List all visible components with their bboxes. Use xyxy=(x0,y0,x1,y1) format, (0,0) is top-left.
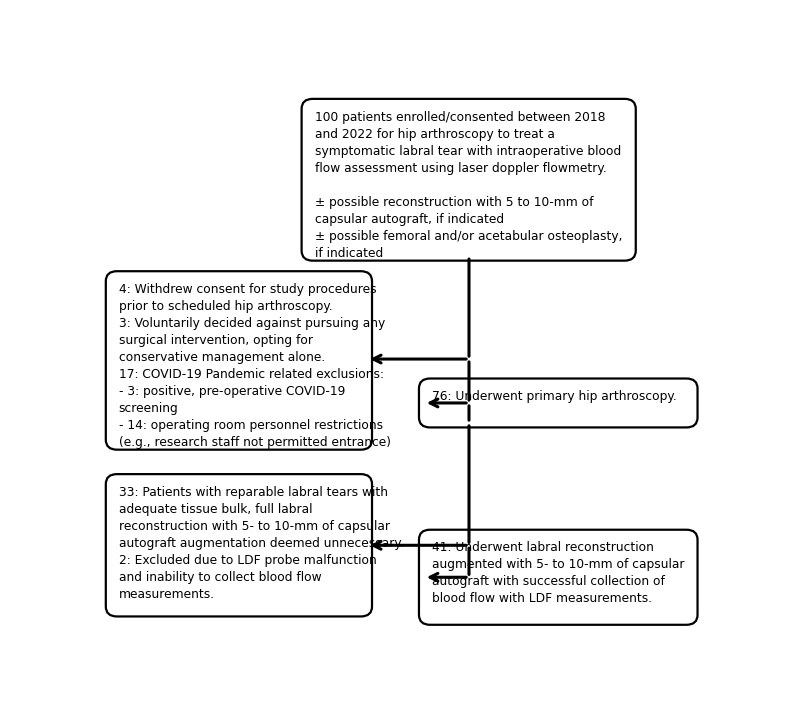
FancyBboxPatch shape xyxy=(419,378,697,427)
Text: 4: Withdrew consent for study procedures
prior to scheduled hip arthroscopy.
3: : 4: Withdrew consent for study procedures… xyxy=(119,283,391,449)
FancyBboxPatch shape xyxy=(106,271,372,450)
Text: 100 patients enrolled/consented between 2018
and 2022 for hip arthroscopy to tre: 100 patients enrolled/consented between … xyxy=(315,110,622,259)
FancyBboxPatch shape xyxy=(419,530,697,625)
Text: 33: Patients with reparable labral tears with
adequate tissue bulk, full labral
: 33: Patients with reparable labral tears… xyxy=(119,486,403,601)
Text: 76: Underwent primary hip arthroscopy.: 76: Underwent primary hip arthroscopy. xyxy=(432,390,677,403)
Text: 41: Underwent labral reconstruction
augmented with 5- to 10-mm of capsular
autog: 41: Underwent labral reconstruction augm… xyxy=(432,542,685,606)
FancyBboxPatch shape xyxy=(301,99,636,261)
FancyBboxPatch shape xyxy=(106,474,372,617)
